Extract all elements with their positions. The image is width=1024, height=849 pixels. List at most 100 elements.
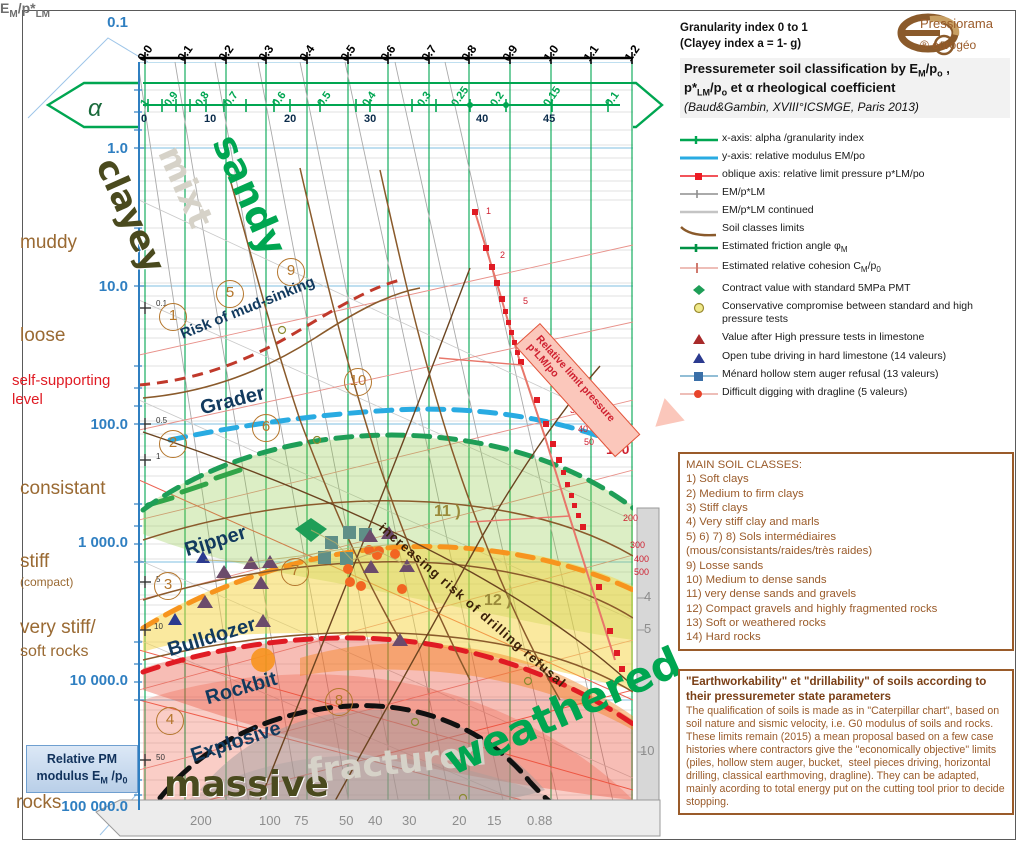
obl-tick-1: 1 <box>486 206 492 216</box>
bot-tick-100: 100 <box>259 813 281 828</box>
phi-tick-0: 0 <box>141 113 148 125</box>
green-line-plus-icon <box>680 135 718 144</box>
legend-item-auger-refusal: Ménard hollow stem auger refusal (13 val… <box>678 368 1014 381</box>
chart-title-line1: Pressuremeter soil classification by EM/… <box>684 61 950 79</box>
coh-tick-5: 50 <box>156 753 165 762</box>
obl-tick-40: 40 <box>578 424 589 434</box>
legend-label-open-tube: Open tube driving in hard limestone (14 … <box>722 349 947 362</box>
class-marker-7: 7 <box>281 558 309 586</box>
coh-tick-1: 0.5 <box>156 416 168 425</box>
obl-tick-300: 300 <box>630 540 646 550</box>
class-marker-6: 6 <box>252 414 280 442</box>
legend-item-friction-angle: Estimated friction angle φM <box>678 240 1014 255</box>
grey-line-plus-icon <box>680 189 718 198</box>
chart-title-citation: (Baud&Gambin, XVIII°ICSMGE, Paris 2013) <box>684 99 919 114</box>
bot-tick-15: 15 <box>487 813 502 828</box>
legend-item-dragline: Difficult digging with dragline (5 valeu… <box>678 386 1014 399</box>
state-sublabel-soft-rocks: soft rocks <box>20 643 89 660</box>
bot-tick-088: 0.88 <box>527 813 553 828</box>
right-info-panel: Granularity index 0 to 1 (Clayey index a… <box>672 12 1014 838</box>
logo-name: Pressiorama <box>920 16 993 31</box>
obl-tick-50: 50 <box>584 437 595 447</box>
soil-class-line-4: 5) 6) 7) 8) Sols intermédiaires <box>686 530 837 543</box>
earthworkability-box: "Earthworkability" et "drillability" of … <box>678 669 1014 816</box>
phi-tick-3: 30 <box>364 113 377 125</box>
legend-label-contract-value: Contract value with standard 5MPa PMT <box>722 282 911 295</box>
soil-class-line-8: 11) very dense sands and gravels <box>686 588 857 601</box>
legend-label-em-plm-continued: EM/p*LM continued <box>722 204 814 216</box>
class-marker-4: 4 <box>156 707 184 735</box>
granularity-note-line2: (Clayey index a = 1- g) <box>680 38 802 51</box>
phi-tick-4: 40 <box>476 113 489 125</box>
bot-tick-40: 40 <box>368 813 383 828</box>
legend-label-oblique-axis: oblique axis: relative limit pressure p*… <box>722 168 925 180</box>
legend-item-conservative: Conservative compromise between standard… <box>678 300 1014 325</box>
soil-class-line-6: 9) Losse sands <box>686 559 764 572</box>
main-soil-classes-box: MAIN SOIL CLASSES: 1) Soft clays 2) Medi… <box>678 452 1014 651</box>
red-dot-icon <box>680 389 718 398</box>
legend-item-high-pressure: Value after High pressure tests in limes… <box>678 331 1014 344</box>
right-grey-tick-5: 5 <box>644 621 652 636</box>
chart-title-line2: p*LM/po et α rheological coefficient <box>684 80 896 98</box>
green-line-plus-icon-2 <box>680 243 718 252</box>
bot-tick-30: 30 <box>402 813 417 828</box>
earthworkability-heading: "Earthworkability" et "drillability" of … <box>686 675 987 703</box>
legend-item-cohesion: Estimated relative cohesion CM/p0 <box>678 260 1014 275</box>
legend-label-soil-limits: Soil classes limits <box>722 222 805 234</box>
state-label-consistant: consistant <box>20 478 106 499</box>
soil-class-line-9: 12) Compact gravels and highly fragmente… <box>686 602 938 615</box>
legend-item-oblique-axis: oblique axis: relative limit pressure p*… <box>678 168 1014 181</box>
y-tick-2: 10.0 <box>98 278 128 295</box>
legend-list: x-axis: alpha /granularity index y-axis:… <box>678 132 1014 404</box>
bot-tick-20: 20 <box>452 813 467 828</box>
legend-item-x-axis: x-axis: alpha /granularity index <box>678 132 1014 145</box>
earthworkability-body: The qualification of soils is made as in… <box>686 705 1005 809</box>
y-tick-6: 100 000.0 <box>61 798 128 815</box>
y-tick-5: 10 000.0 <box>69 672 128 689</box>
texture-label-massive: massive <box>164 764 329 805</box>
y-tick-0: 0.1 <box>107 14 128 31</box>
y-tick-3: 100.0 <box>90 416 128 433</box>
legend-label-dragline: Difficult digging with dragline (5 valeu… <box>722 385 908 398</box>
obl-tick-400: 400 <box>634 554 650 564</box>
right-grey-tick-4: 4 <box>644 589 652 604</box>
y-tick-4: 1 000.0 <box>77 534 128 551</box>
relative-pm-modulus-box: Relative PM modulus EM /p0 <box>26 745 138 793</box>
phi-tick-1: 10 <box>204 113 217 125</box>
state-label-muddy: muddy <box>20 232 78 253</box>
legend-label-high-pressure: Value after High pressure tests in limes… <box>722 330 925 343</box>
legend-label-auger-refusal: Ménard hollow stem auger refusal (13 val… <box>722 367 939 380</box>
legend-label-x-axis: x-axis: alpha /granularity index <box>722 132 864 144</box>
legend-item-contract-value: Contract value with standard 5MPa PMT <box>678 282 1014 296</box>
bot-tick-75: 75 <box>294 813 309 828</box>
obl-tick-200: 200 <box>623 513 639 523</box>
phi-tick-2: 20 <box>284 113 297 125</box>
granularity-note: Granularity index 0 to 1 (Clayey index a… <box>680 20 808 52</box>
zone-label-11: 11 ) <box>434 503 461 520</box>
legend-item-open-tube: Open tube driving in hard limestone (14 … <box>678 350 1014 363</box>
obl-tick-2: 2 <box>500 250 506 260</box>
class-marker-2: 2 <box>159 430 187 458</box>
class-marker-3: 3 <box>154 572 182 600</box>
chart-title-box: Pressuremeter soil classification by EM/… <box>680 58 1010 119</box>
soil-class-line-3: 4) Very stiff clay and marls <box>686 516 820 529</box>
phi-tick-5: 45 <box>543 113 556 125</box>
legend-item-soil-limits: Soil classes limits <box>678 222 1014 237</box>
soil-class-line-7: 10) Medium to dense sands <box>686 573 827 586</box>
soil-class-line-10: 13) Soft or weathered rocks <box>686 616 826 629</box>
state-sublabel-compact: (compact) <box>20 575 74 589</box>
state-label-loose: loose <box>20 325 66 346</box>
coh-tick-4: 10 <box>154 622 163 631</box>
class-marker-5: 5 <box>216 280 244 308</box>
yellow-circle-icon <box>692 302 706 318</box>
soil-class-line-11: 14) Hard rocks <box>686 631 761 644</box>
state-label-rocks: rocks <box>16 792 62 813</box>
obl-tick-500: 500 <box>634 567 650 577</box>
coh-tick-2: 1 <box>156 452 161 461</box>
class-marker-8: 8 <box>325 688 353 716</box>
logo-subtitle: ® eurogéo <box>920 38 977 52</box>
outer-frame <box>22 10 1016 840</box>
alpha-symbol: α <box>88 95 102 122</box>
bot-tick-50: 50 <box>339 813 354 828</box>
